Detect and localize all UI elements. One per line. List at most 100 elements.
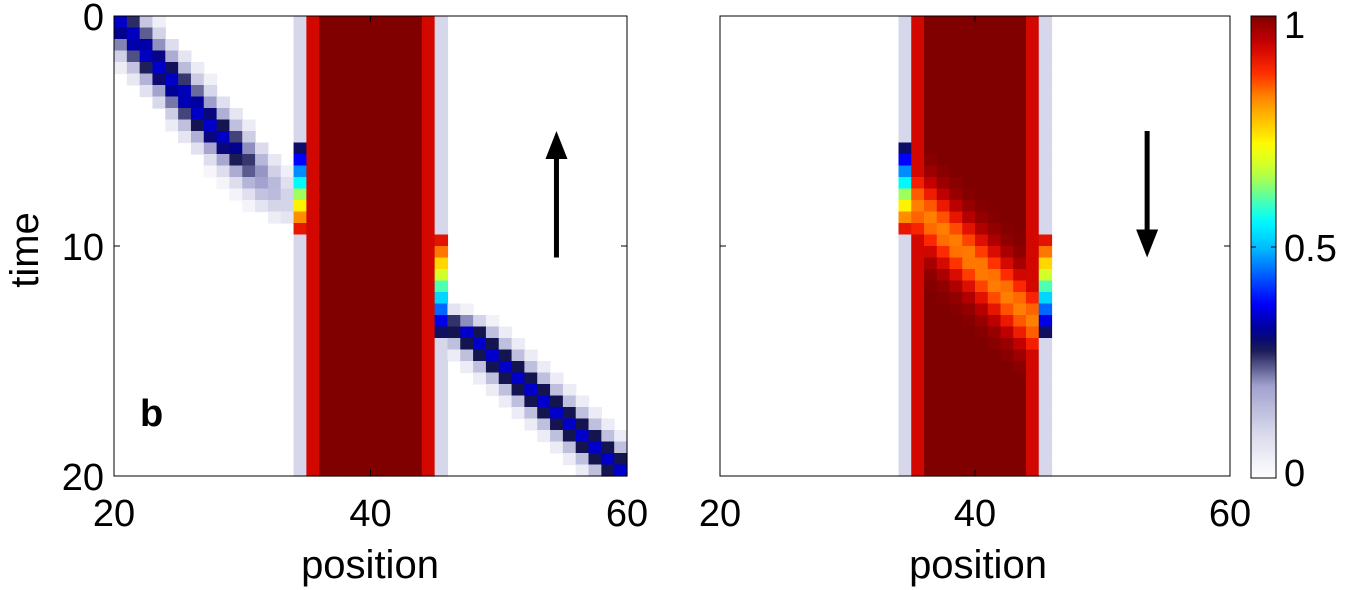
heatmap-cell — [421, 73, 436, 86]
heatmap-cell — [344, 39, 359, 52]
heatmap-cell — [114, 39, 128, 52]
heatmap-cell — [1038, 50, 1053, 63]
heatmap-cell — [911, 96, 925, 109]
heatmap-cell — [229, 154, 243, 167]
heatmap-cell — [319, 73, 333, 86]
heatmap-cell — [370, 165, 384, 178]
x-tick-label: 60 — [606, 493, 648, 535]
heatmap-cell — [1038, 119, 1053, 132]
heatmap-cell — [949, 338, 963, 351]
heatmap-cell — [306, 211, 320, 224]
heatmap-cell — [949, 96, 963, 109]
heatmap-cell — [550, 407, 564, 420]
heatmap-cell — [421, 154, 436, 167]
heatmap-cell — [924, 430, 938, 443]
heatmap-cell — [936, 142, 951, 155]
heatmap-cell — [1038, 361, 1053, 374]
heatmap-cell — [332, 453, 346, 466]
heatmap-cell — [344, 441, 359, 454]
heatmap-cell — [485, 326, 500, 339]
heatmap-cell — [924, 85, 938, 98]
heatmap-cell — [924, 257, 938, 270]
heatmap-cell — [936, 131, 951, 144]
heatmap-cell — [370, 142, 384, 155]
heatmap-cell — [936, 326, 951, 339]
heatmap-cell — [306, 430, 320, 443]
heatmap-cell — [473, 315, 487, 328]
heatmap-cell — [408, 257, 423, 270]
heatmap-cell — [498, 338, 513, 351]
heatmap-cell — [357, 303, 372, 316]
heatmap-cell — [949, 464, 963, 477]
heatmap-cells-left — [114, 16, 628, 477]
heatmap-cell — [460, 326, 474, 339]
heatmap-cell — [319, 96, 333, 109]
heatmap-cell — [1000, 280, 1014, 293]
heatmap-cell — [165, 119, 179, 132]
heatmap-cell — [898, 395, 912, 408]
heatmap-cell — [114, 27, 128, 40]
heatmap-cell — [126, 16, 141, 29]
heatmap-cell — [924, 27, 938, 40]
heatmap-cell — [1038, 326, 1053, 339]
heatmap-cell — [1038, 384, 1053, 397]
heatmap-cell — [408, 211, 423, 224]
heatmap-cell — [114, 16, 128, 29]
heatmap-cell — [498, 349, 513, 362]
heatmap-cell — [383, 96, 397, 109]
heatmap-cell — [178, 108, 192, 121]
heatmap-cell — [267, 165, 282, 178]
heatmap-cell — [911, 453, 925, 466]
heatmap-cell — [293, 200, 307, 213]
heatmap-cell — [408, 418, 423, 431]
heatmap-cell — [911, 154, 925, 167]
heatmap-cell — [936, 372, 951, 385]
heatmap-cell — [344, 464, 359, 477]
heatmap-cell — [962, 165, 976, 178]
heatmap-cell — [216, 142, 231, 155]
heatmap-cell — [987, 188, 1002, 201]
heatmap-cell — [383, 177, 397, 190]
heatmap-cell — [911, 131, 925, 144]
heatmap-cell — [203, 73, 218, 86]
heatmap-cell — [370, 246, 384, 259]
heatmap-cell — [987, 326, 1002, 339]
heatmap-cell — [911, 280, 925, 293]
heatmap-cell — [383, 418, 397, 431]
heatmap-cell — [898, 108, 912, 121]
heatmap-cell — [975, 384, 989, 397]
heatmap-cell — [1038, 177, 1053, 190]
heatmap-cell — [139, 85, 154, 98]
heatmap-cell — [319, 16, 333, 29]
heatmap-cell — [165, 73, 179, 86]
heatmap-cell — [319, 384, 333, 397]
heatmap-cell — [255, 188, 269, 201]
heatmap-cell — [383, 280, 397, 293]
heatmap-cell — [306, 464, 320, 477]
heatmap-cell — [344, 349, 359, 362]
heatmap-cell — [1038, 234, 1053, 247]
heatmap-cell — [898, 361, 912, 374]
heatmap-cell — [421, 441, 436, 454]
heatmap-cell — [408, 62, 423, 75]
heatmap-cell — [1013, 441, 1027, 454]
heatmap-cell — [1000, 16, 1014, 29]
heatmap-cell — [421, 85, 436, 98]
heatmap-cell — [1000, 338, 1014, 351]
heatmap-cell — [1026, 142, 1040, 155]
heatmap-cell — [975, 62, 989, 75]
heatmap-cell — [975, 453, 989, 466]
heatmap-cell — [447, 326, 461, 339]
heatmap-cell — [370, 315, 384, 328]
heatmap-cell — [370, 39, 384, 52]
heatmap-cell — [924, 16, 938, 29]
heatmap-cell — [383, 200, 397, 213]
heatmap-cell — [1038, 223, 1053, 236]
heatmap-cell — [911, 27, 925, 40]
heatmap-cell — [152, 50, 166, 63]
heatmap-cell — [962, 372, 976, 385]
heatmap-cell — [898, 441, 912, 454]
heatmap-cell — [936, 292, 951, 305]
heatmap-cell — [434, 200, 449, 213]
heatmap-cell — [485, 349, 500, 362]
